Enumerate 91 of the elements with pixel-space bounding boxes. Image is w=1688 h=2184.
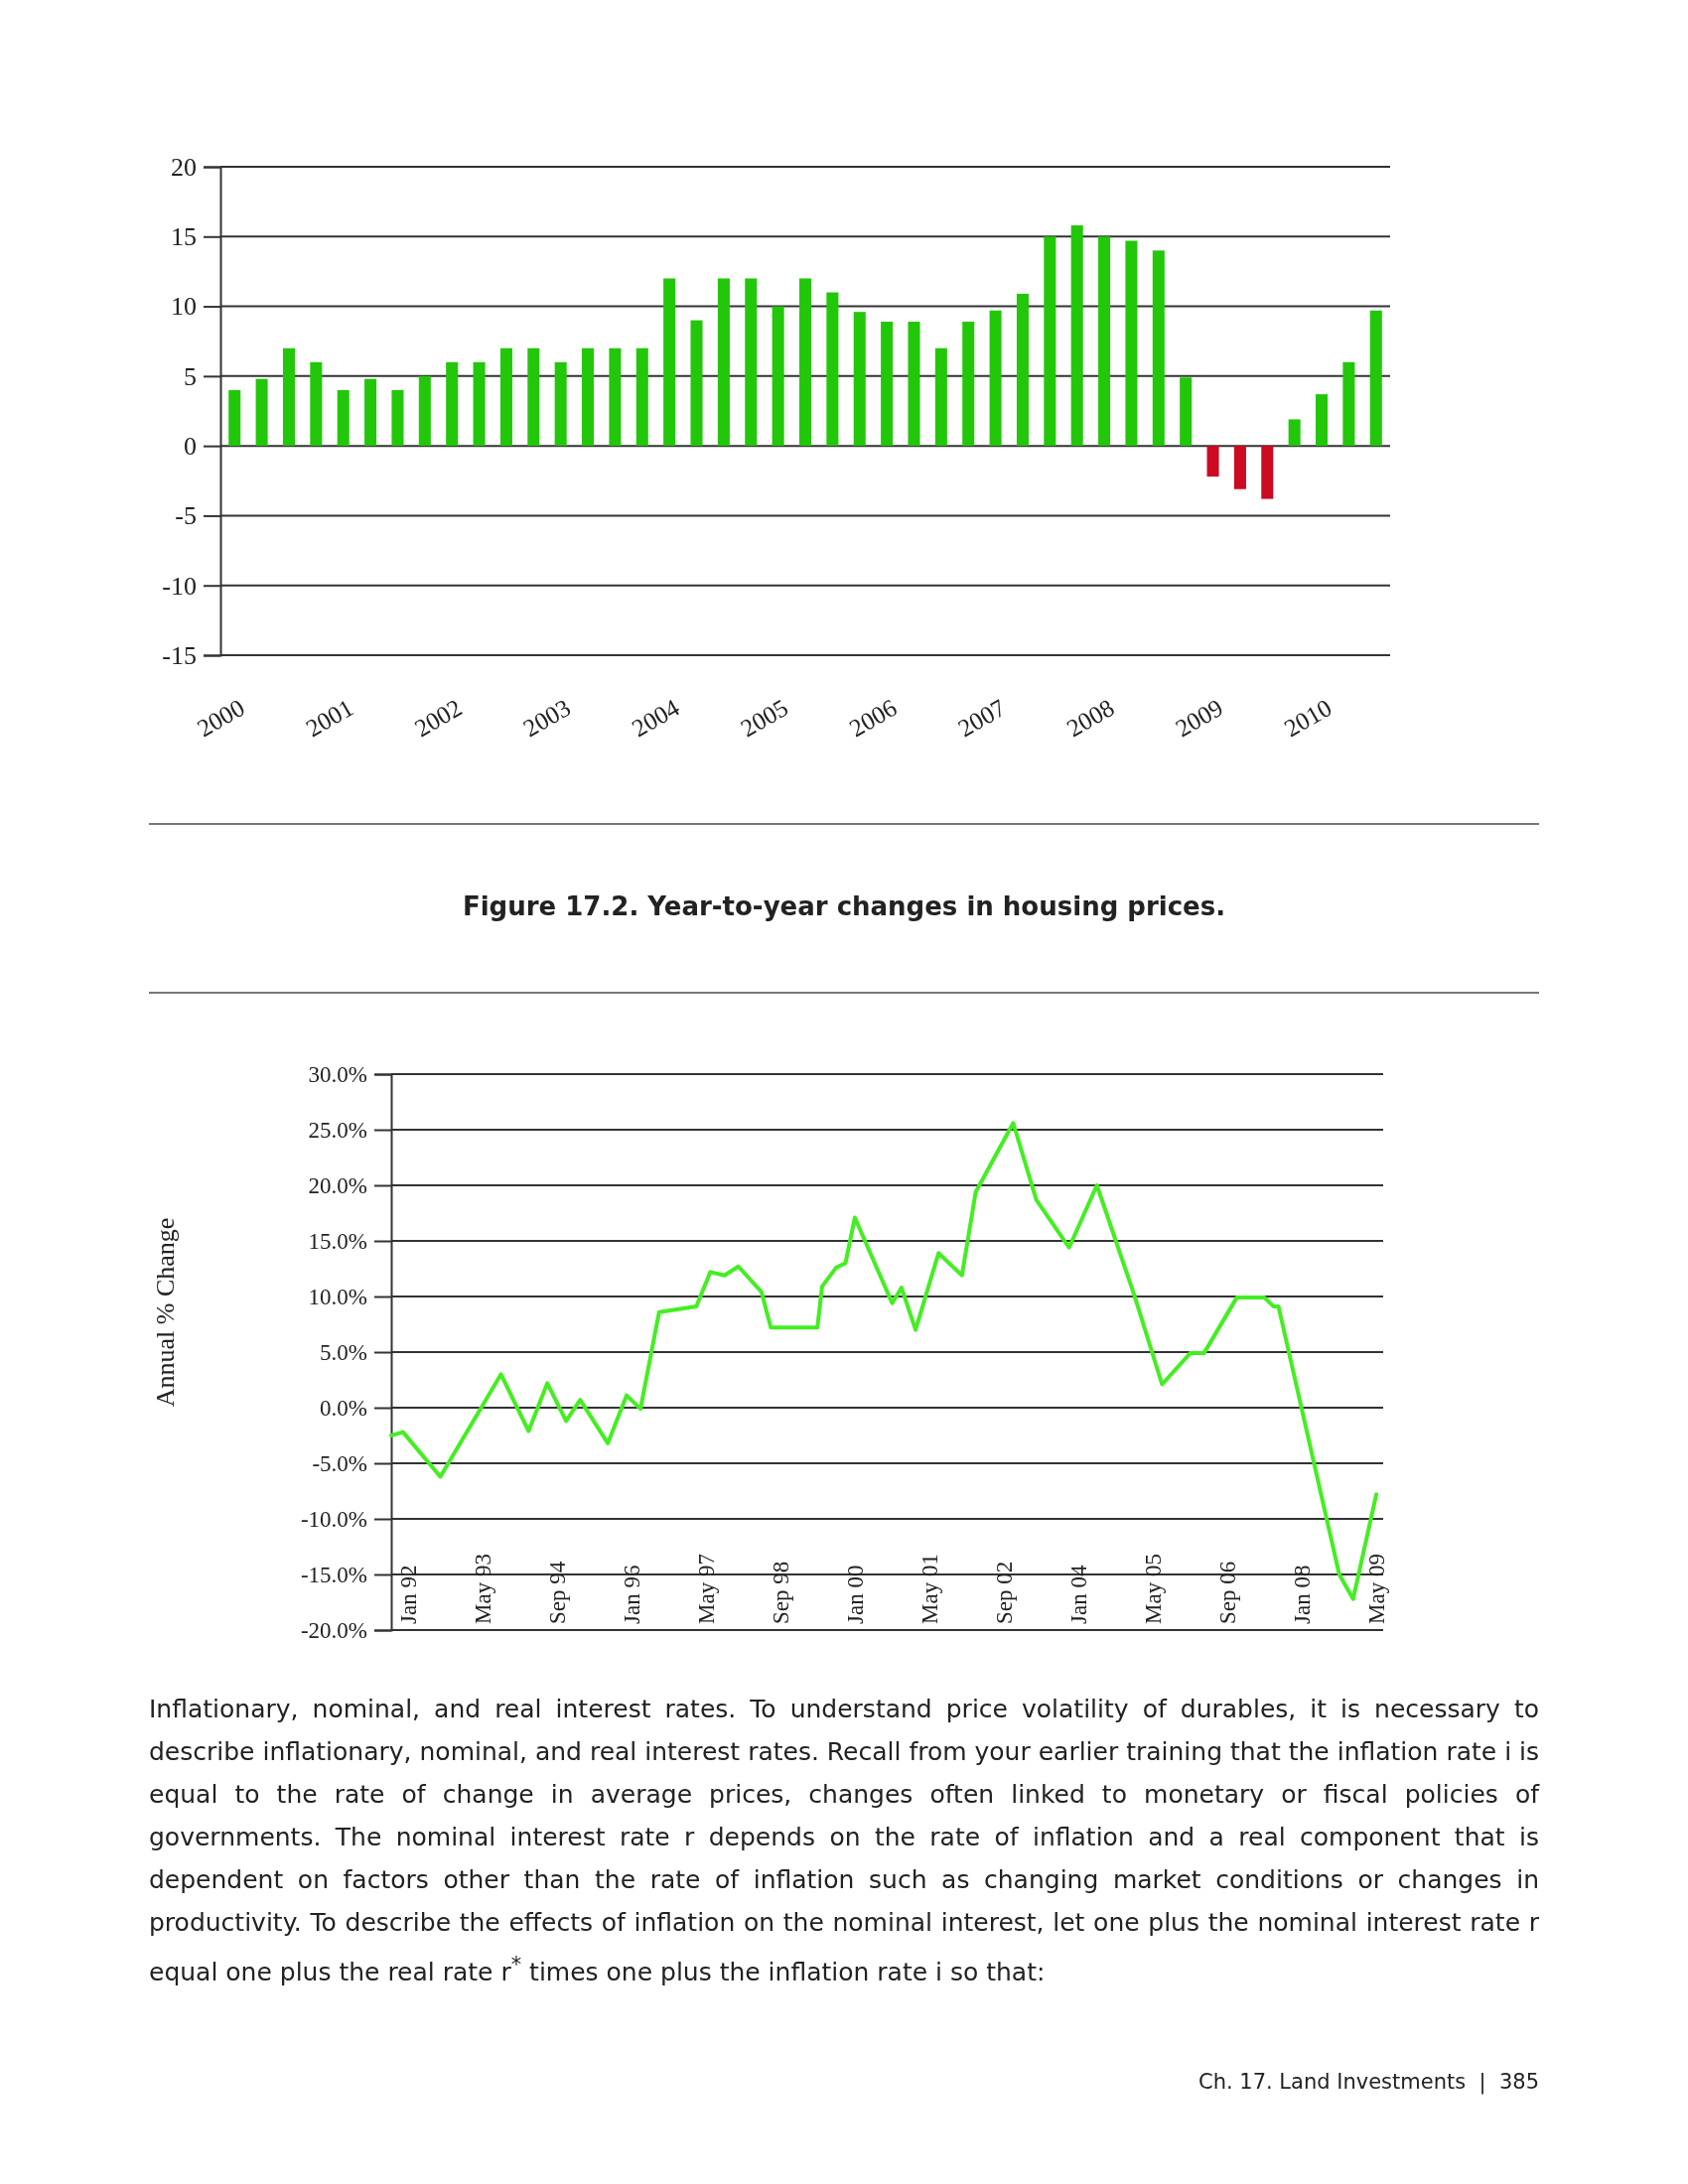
text: Ch. 17. Land Investments | 385 (1196, 2070, 1539, 2094)
bar (717, 278, 730, 447)
y-tick-label: -15 (162, 640, 197, 670)
bar (1044, 236, 1056, 447)
y-tick-label: -10.0% (300, 1506, 367, 1532)
y-tick-label: 20.0% (308, 1172, 367, 1198)
bar (690, 320, 703, 447)
bar (1261, 446, 1274, 499)
bar (962, 322, 975, 447)
y-tick-label: -20.0% (300, 1617, 367, 1643)
bar (1152, 250, 1165, 447)
x-tick-label: 2005 (736, 693, 793, 743)
x-tick-label: Jan 08 (1290, 1565, 1316, 1624)
text: Inflationary, nominal, and real interest rates. To understand price volatility of durables, it is necessary to describe inflationary, nominal, and real interest rates. Recall from your earlier training that the inflation rate i is equal to the rate of change in average prices, changes often linked to monetary or fiscal policies of governments. The nominal interest rate r depends on the rate of inflation and a real component that is dependent on factors other than the rate of inflation such as changing market conditions or changes in productivity. To describe the effects of inflation on the nominal interest, let one plus the nominal interest rate r equal one plus the real rate r$^{*}$ times one plus the inflation rate i so that: (149, 1695, 1539, 1987)
bar (337, 389, 350, 447)
x-tick-label: Jan 92 (395, 1565, 421, 1624)
bar (1180, 377, 1193, 447)
y-tick-label: -10 (162, 571, 197, 601)
x-tick-label: May 97 (693, 1554, 719, 1624)
x-tick-label: 2008 (1061, 693, 1119, 743)
x-tick-label: 2000 (192, 693, 249, 743)
bar (1233, 446, 1246, 489)
bar (826, 292, 839, 447)
bar (745, 278, 758, 447)
y-tick-label: 15.0% (308, 1228, 367, 1254)
bar (1206, 446, 1219, 478)
bar (527, 347, 540, 447)
bar (934, 347, 947, 447)
bar (418, 375, 431, 447)
y-tick-label: 5.0% (320, 1339, 367, 1365)
x-tick-label: Sep 06 (1215, 1561, 1241, 1624)
y-axis-title: Annual % Change (151, 1217, 180, 1408)
y-tick-label: 10.0% (308, 1284, 367, 1309)
x-tick-label: May 05 (1140, 1554, 1166, 1624)
y-tick-label: -15.0% (300, 1562, 367, 1587)
y-tick-label: 5 (184, 361, 197, 391)
y-tick-label: 0 (184, 431, 197, 461)
y-tick-label: 0.0% (320, 1395, 367, 1421)
bar (473, 361, 486, 447)
y-tick-label: -5 (175, 501, 197, 531)
bar (1016, 293, 1029, 447)
x-tick-label: 2009 (1171, 693, 1228, 743)
bar (609, 347, 622, 447)
x-tick-label: Jan 04 (1066, 1565, 1092, 1624)
y-tick-label: 20 (171, 152, 197, 182)
x-tick-label: May 01 (916, 1554, 942, 1624)
x-tick-label: Sep 94 (544, 1561, 570, 1624)
bar (1098, 236, 1111, 447)
bar (1125, 240, 1138, 447)
bar (255, 378, 268, 447)
x-tick-label: Jan 00 (842, 1565, 868, 1624)
x-tick-label: 2004 (627, 693, 685, 743)
bar (310, 361, 323, 447)
x-tick-label: 2006 (844, 693, 902, 743)
x-tick-label: 2002 (409, 693, 467, 743)
bar (772, 306, 784, 447)
y-tick-label: 30.0% (308, 1061, 367, 1087)
bar (853, 312, 866, 447)
bar (1288, 419, 1301, 447)
bar (554, 361, 567, 447)
y-tick-label: 15 (171, 222, 197, 252)
bar (499, 347, 512, 447)
x-tick-label: 2010 (1279, 693, 1336, 743)
x-tick-label: Sep 02 (992, 1561, 1017, 1624)
bar (881, 322, 894, 447)
bar (1369, 310, 1382, 447)
bar (1070, 225, 1083, 447)
x-tick-label: Jan 96 (619, 1565, 644, 1624)
bar (364, 378, 377, 447)
bar (446, 361, 459, 447)
bar (663, 278, 676, 447)
bar (582, 347, 595, 447)
x-tick-label: 2007 (953, 693, 1011, 743)
bar (908, 322, 920, 447)
bar (1342, 361, 1355, 447)
bar (989, 310, 1002, 447)
bar (635, 347, 648, 447)
x-tick-label: 2003 (518, 693, 576, 743)
caption: Figure 17.2. Year-to-year changes in housing prices. (461, 891, 1227, 921)
y-tick-label: 25.0% (308, 1117, 367, 1143)
bar (391, 389, 404, 447)
x-tick-label: May 93 (470, 1554, 495, 1624)
bar (798, 278, 812, 447)
y-tick-label: 10 (171, 292, 197, 322)
x-tick-label: Sep 98 (768, 1561, 793, 1624)
x-tick-label: 2001 (301, 693, 358, 743)
x-tick-label: May 09 (1364, 1554, 1390, 1624)
bar (228, 389, 241, 447)
bar (282, 347, 295, 447)
y-tick-label: -5.0% (312, 1450, 367, 1476)
bar (1316, 394, 1329, 447)
